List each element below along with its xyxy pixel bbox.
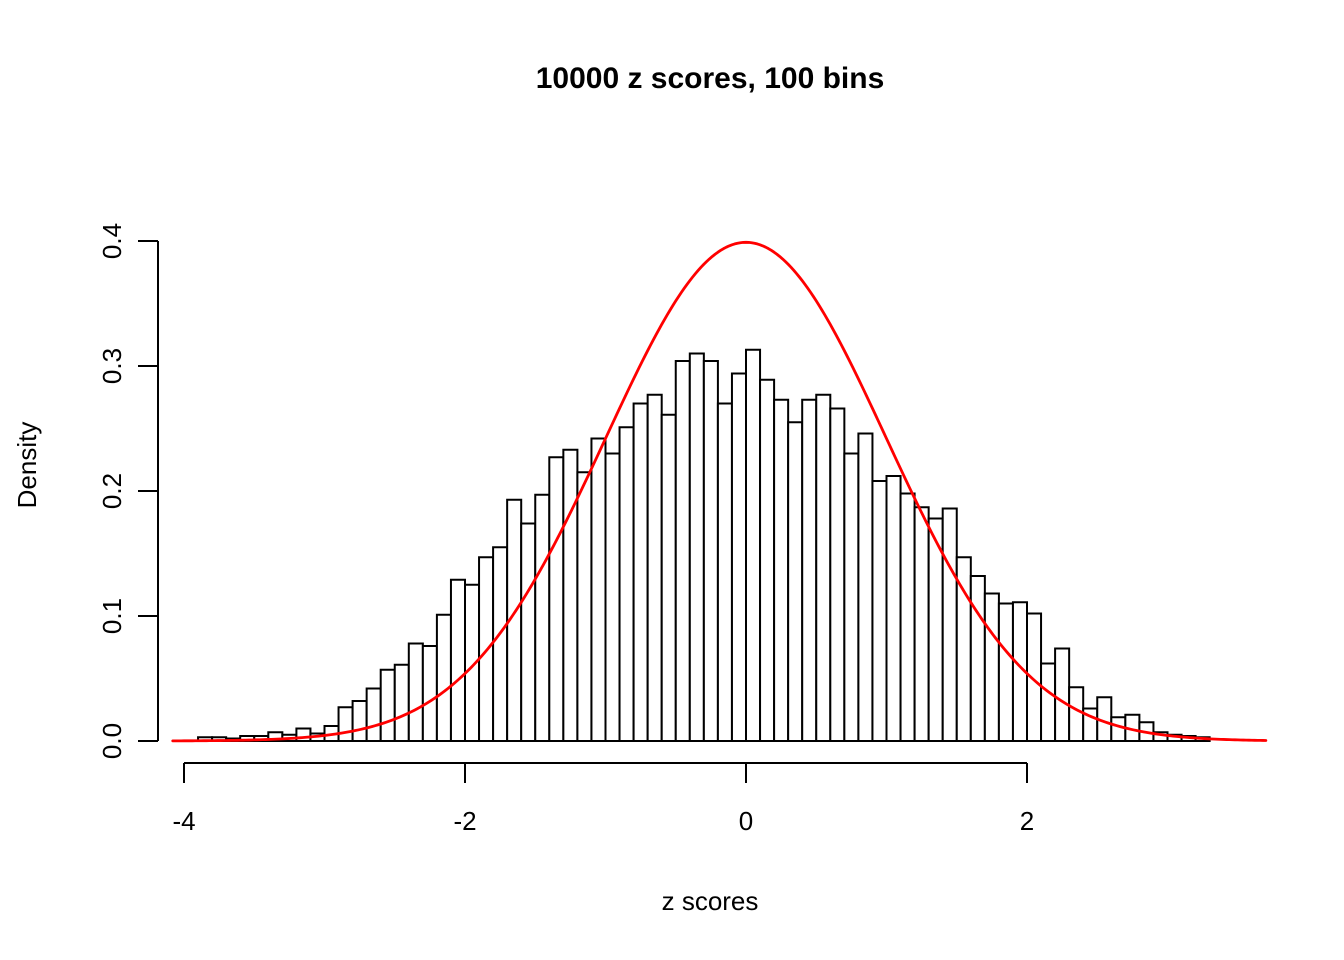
chart-title: 10000 z scores, 100 bins — [536, 62, 885, 95]
histogram-bar — [843, 452, 860, 742]
x-tick-label: -2 — [453, 806, 476, 836]
x-tick-label: 2 — [1020, 806, 1034, 836]
histogram-bar — [674, 360, 691, 742]
histogram-bars — [197, 348, 1211, 742]
histogram-bar — [969, 575, 986, 742]
histogram-bar — [365, 687, 382, 742]
histogram-bar — [435, 613, 452, 742]
histogram-bar — [520, 522, 537, 742]
x-axis: -4 -2 0 2 — [172, 762, 1034, 836]
histogram-bar — [1040, 662, 1057, 742]
x-axis-label: z scores — [662, 886, 759, 916]
histogram-bar — [534, 493, 551, 742]
histogram-bar — [632, 402, 649, 742]
histogram-bar — [618, 426, 635, 742]
histogram-bar — [815, 393, 832, 742]
histogram-bar — [379, 668, 396, 742]
histogram-bar — [337, 706, 354, 742]
histogram-bar — [1110, 716, 1127, 742]
histogram-bar — [393, 663, 410, 742]
histogram-bar — [745, 348, 762, 742]
histogram-bar — [604, 452, 621, 742]
histogram-bar — [351, 700, 368, 742]
histogram-bar — [913, 506, 930, 742]
histogram-bar — [716, 402, 733, 742]
histogram-bar — [562, 448, 579, 742]
y-axis: 0.0 0.1 0.2 0.3 0.4 — [97, 223, 159, 759]
x-tick-label: -4 — [172, 806, 195, 836]
y-tick-label: 0.2 — [97, 473, 127, 509]
histogram-bar — [702, 360, 719, 742]
histogram-bar — [829, 407, 846, 742]
histogram-bar — [492, 546, 509, 742]
histogram-bar — [576, 471, 593, 742]
histogram-bar — [787, 421, 804, 742]
histogram-bar — [941, 507, 958, 742]
y-tick-label: 0.3 — [97, 348, 127, 384]
histogram-bar — [983, 592, 1000, 742]
histogram-bar — [1068, 686, 1085, 742]
histogram-bar — [997, 602, 1014, 742]
y-axis-label: Density — [12, 422, 42, 509]
histogram-bar — [759, 378, 776, 742]
histogram-bar — [688, 352, 705, 742]
histogram-bar — [590, 437, 607, 742]
histogram-bar — [871, 480, 888, 742]
y-tick-label: 0.4 — [97, 223, 127, 259]
histogram-bar — [857, 432, 874, 742]
histogram-bar — [548, 456, 565, 742]
y-tick-label: 0.0 — [97, 723, 127, 759]
histogram-bar — [801, 398, 818, 742]
histogram-bar — [421, 645, 438, 742]
histogram-bar — [449, 578, 467, 742]
histogram-bar — [885, 475, 902, 742]
histogram-bar — [1054, 647, 1071, 742]
histogram-bar — [773, 398, 790, 742]
histogram-bar — [646, 393, 663, 742]
histogram-bar — [407, 642, 424, 742]
histogram-bar — [660, 413, 677, 742]
y-tick-label: 0.1 — [97, 598, 127, 634]
x-tick-label: 0 — [739, 806, 753, 836]
histogram-bar — [899, 492, 916, 742]
histogram-bar — [730, 372, 748, 742]
normal-curve — [171, 240, 1268, 743]
